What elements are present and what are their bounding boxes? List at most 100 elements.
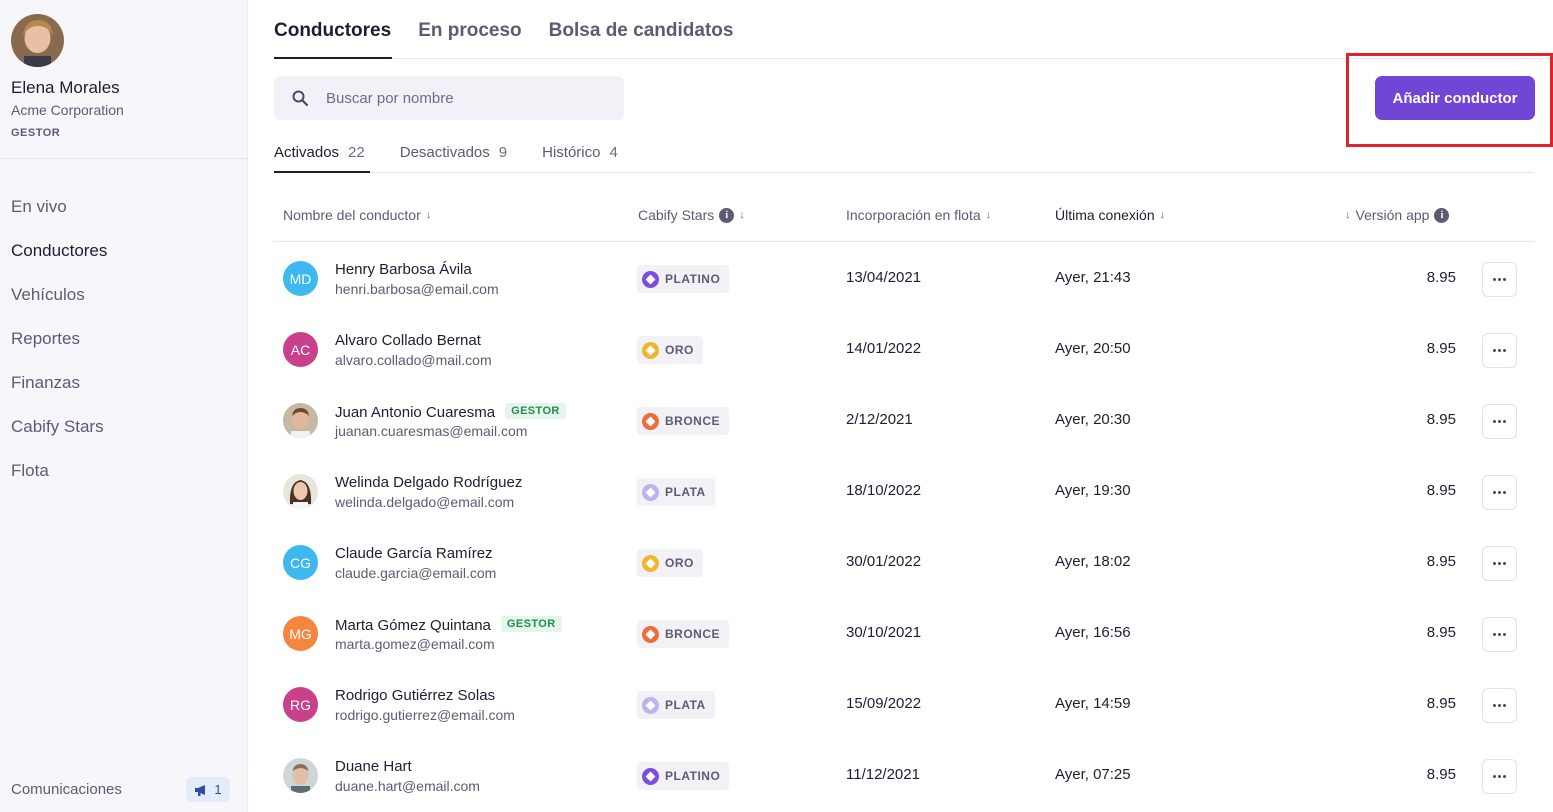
driver-email: duane.hart@email.com [335,778,480,794]
column-header-name-label: Nombre del conductor [283,207,421,223]
last-connection: Ayer, 20:30 [1055,411,1131,428]
stars-tier-badge: PLATINO [637,762,730,790]
search-box[interactable] [274,76,624,120]
driver-name[interactable]: Juan Antonio Cuaresma GESTOR [335,403,566,421]
search-input[interactable] [326,89,606,107]
driver-email: welinda.delgado@email.com [335,494,515,510]
info-icon[interactable]: i [719,207,735,223]
table-row[interactable]: Welinda Delgado Rodríguez welinda.delgad… [274,456,1534,527]
more-options-button[interactable] [1482,262,1517,297]
table-row[interactable]: Juan Antonio Cuaresma GESTOR juanan.cuare… [274,385,1534,456]
user-avatar[interactable] [11,14,64,67]
column-header-joined[interactable]: Incorporación en flota ↓ [846,207,991,223]
tier-icon [642,341,659,359]
sidebar-item-en-vivo[interactable]: En vivo [11,197,67,216]
sidebar-item-comunicaciones[interactable]: Comunicaciones [11,781,122,798]
stars-tier-badge: BRONCE [637,620,730,648]
tier-icon [642,554,659,572]
tab-activados-count: 22 [348,144,365,161]
tab-historico-count: 4 [609,144,618,161]
sort-arrow-icon: ↓ [985,209,992,221]
avatar [283,403,318,438]
joined-date: 18/10/2022 [846,482,922,499]
more-options-button[interactable] [1482,617,1517,652]
more-options-button[interactable] [1482,475,1517,510]
top-tabs: Conductores En proceso Bolsa de candidat… [274,20,733,42]
tab-historico[interactable]: Histórico 4 [542,144,618,161]
driver-name[interactable]: Welinda Delgado Rodríguez [335,474,523,491]
communications-badge[interactable]: 1 [186,777,230,802]
column-header-stars[interactable]: Cabify Stars i ↓ [638,207,745,223]
driver-name[interactable]: Rodrigo Gutiérrez Solas [335,687,496,704]
sidebar-item-reportes[interactable]: Reportes [11,329,80,348]
info-icon[interactable]: i [1434,207,1450,223]
tab-conductores[interactable]: Conductores [274,20,392,41]
column-header-last-connection[interactable]: Última conexión ↓ [1055,207,1165,223]
column-header-version[interactable]: ↓ Versión app i [1345,207,1450,223]
table-row[interactable]: RG Rodrigo Gutiérrez Solas rodrigo.gutie… [274,669,1534,740]
tier-icon [642,625,659,643]
column-header-last-connection-label: Última conexión [1055,207,1155,223]
stars-tier-badge: ORO [637,336,703,364]
driver-name[interactable]: Marta Gómez Quintana GESTOR [335,616,562,634]
communications-count: 1 [214,782,222,797]
user-role: GESTOR [11,127,61,139]
avatar: CG [283,545,318,580]
table-row[interactable]: MG Marta Gómez Quintana GESTOR marta.gome… [274,598,1534,669]
sort-arrow-icon: ↓ [1345,209,1351,221]
tier-icon [642,270,659,288]
column-header-joined-label: Incorporación en flota [846,207,981,223]
tab-desactivados[interactable]: Desactivados 9 [400,144,507,161]
tier-icon [642,767,659,785]
table-header-divider [274,241,1534,242]
active-tab-indicator [274,57,392,59]
highlight-box [1346,53,1553,147]
gestor-badge: GESTOR [505,403,566,419]
sidebar-item-flota[interactable]: Flota [11,461,49,480]
tab-en-proceso[interactable]: En proceso [418,20,522,41]
user-name: Elena Morales [11,78,120,97]
sidebar-item-cabify-stars[interactable]: Cabify Stars [11,417,104,436]
last-connection: Ayer, 19:30 [1055,482,1131,499]
avatar: AC [283,332,318,367]
stars-tier-badge: ORO [637,549,703,577]
driver-name[interactable]: Henry Barbosa Ávila [335,261,472,278]
tab-activados[interactable]: Activados 22 [274,144,365,161]
stars-tier-badge: PLATA [637,691,715,719]
table-row[interactable]: MD Henry Barbosa Ávila henri.barbosa@ema… [274,243,1534,314]
app-version: 8.95 [1426,482,1456,499]
table-row[interactable]: AC Alvaro Collado Bernat alvaro.collado@… [274,314,1534,385]
driver-name[interactable]: Claude García Ramírez [335,545,493,562]
more-options-button[interactable] [1482,546,1517,581]
more-options-button[interactable] [1482,759,1517,794]
last-connection: Ayer, 21:43 [1055,269,1131,286]
avatar [283,758,318,793]
app-version: 8.95 [1426,269,1456,286]
add-driver-button[interactable]: Añadir conductor [1375,76,1535,120]
sidebar-item-finanzas[interactable]: Finanzas [11,373,80,392]
app-version: 8.95 [1426,766,1456,783]
driver-email: alvaro.collado@mail.com [335,352,492,368]
sidebar-item-conductores[interactable]: Conductores [11,241,108,260]
driver-email: henri.barbosa@email.com [335,281,499,297]
last-connection: Ayer, 16:56 [1055,624,1131,641]
driver-name[interactable]: Duane Hart [335,758,412,775]
more-options-button[interactable] [1482,404,1517,439]
tabs-divider [274,58,1553,59]
app-version: 8.95 [1426,340,1456,357]
tab-bolsa-de-candidatos[interactable]: Bolsa de candidatos [548,20,734,41]
last-connection: Ayer, 20:50 [1055,340,1131,357]
more-options-button[interactable] [1482,333,1517,368]
table-row[interactable]: Duane Hart duane.hart@email.com PLATINO … [274,740,1534,811]
sidebar-item-vehiculos[interactable]: Vehículos [11,285,85,304]
sidebar: Elena Morales Acme Corporation GESTOR En… [0,0,248,812]
column-header-version-label: Versión app [1355,207,1430,223]
more-options-button[interactable] [1482,688,1517,723]
user-company: Acme Corporation [11,102,124,118]
driver-name[interactable]: Alvaro Collado Bernat [335,332,481,349]
tier-icon [642,412,659,430]
driver-email: juanan.cuaresmas@email.com [335,423,528,439]
column-header-name[interactable]: Nombre del conductor ↓ [283,207,431,223]
stars-tier-badge: PLATINO [637,265,730,293]
table-row[interactable]: CG Claude García Ramírez claude.garcia@e… [274,527,1534,598]
